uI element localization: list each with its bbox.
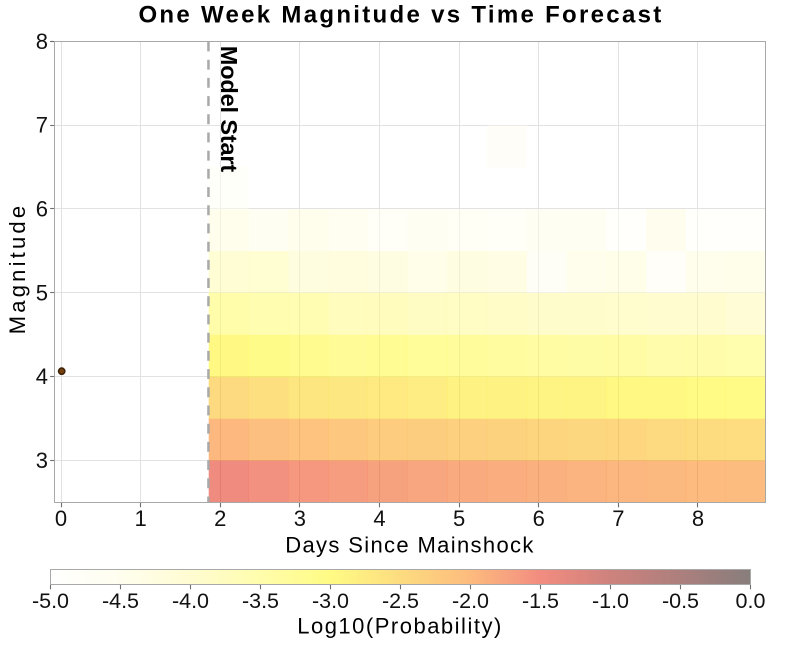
- svg-text:-2.0: -2.0: [452, 589, 489, 613]
- svg-text:0.0: 0.0: [736, 589, 766, 613]
- svg-text:One Week Magnitude vs Time For: One Week Magnitude vs Time Forecast: [138, 2, 663, 29]
- svg-text:0: 0: [55, 506, 67, 531]
- svg-text:-0.5: -0.5: [662, 589, 699, 613]
- svg-text:Model Start: Model Start: [216, 46, 242, 173]
- svg-text:6: 6: [36, 196, 48, 221]
- svg-text:4: 4: [373, 506, 385, 531]
- svg-text:-1.5: -1.5: [522, 589, 559, 613]
- svg-text:7: 7: [612, 506, 624, 531]
- svg-text:-4.5: -4.5: [102, 589, 139, 613]
- svg-text:8: 8: [692, 506, 704, 531]
- svg-text:-4.0: -4.0: [172, 589, 209, 613]
- svg-text:-2.5: -2.5: [382, 589, 419, 613]
- svg-text:Log10(Probability): Log10(Probability): [297, 614, 503, 639]
- svg-text:4: 4: [36, 364, 48, 389]
- svg-text:3: 3: [36, 448, 48, 473]
- svg-text:2: 2: [214, 506, 226, 531]
- svg-text:7: 7: [36, 113, 48, 138]
- svg-text:-5.0: -5.0: [32, 589, 69, 613]
- svg-text:-3.5: -3.5: [242, 589, 279, 613]
- svg-text:Magnitude: Magnitude: [5, 203, 30, 335]
- svg-text:5: 5: [453, 506, 465, 531]
- svg-text:6: 6: [533, 506, 545, 531]
- svg-text:Days Since Mainshock: Days Since Mainshock: [285, 533, 535, 558]
- svg-text:-1.0: -1.0: [592, 589, 629, 613]
- svg-text:8: 8: [36, 29, 48, 54]
- svg-text:1: 1: [134, 506, 146, 531]
- svg-text:3: 3: [294, 506, 306, 531]
- svg-text:-3.0: -3.0: [312, 589, 349, 613]
- svg-text:5: 5: [36, 280, 48, 305]
